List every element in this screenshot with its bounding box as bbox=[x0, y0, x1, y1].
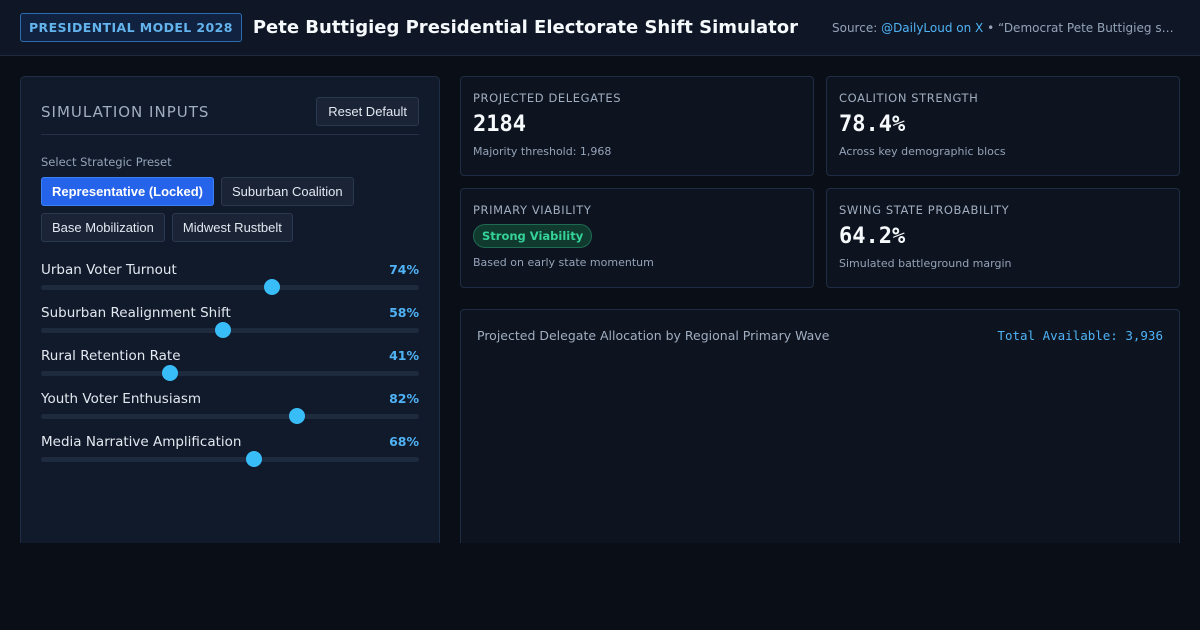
slider-value: 58% bbox=[389, 305, 419, 320]
source-quote: • “Democrat Pete Buttigieg says America … bbox=[987, 20, 1180, 35]
slider-track[interactable] bbox=[41, 279, 419, 295]
chart-total-available: Total Available: 3,936 bbox=[997, 328, 1163, 343]
stat-label: SWING STATE PROBABILITY bbox=[839, 203, 1010, 217]
slider-thumb[interactable] bbox=[214, 322, 231, 338]
stat-label: PRIMARY VIABILITY bbox=[473, 203, 592, 217]
slider-track[interactable] bbox=[41, 365, 419, 381]
slider-thumb[interactable] bbox=[245, 451, 262, 467]
delegate-allocation-chart-panel: Projected Delegate Allocation by Regiona… bbox=[460, 309, 1180, 543]
stat-value: 64.2% bbox=[839, 224, 906, 249]
stat-label: PROJECTED DELEGATES bbox=[473, 91, 622, 105]
slider-media-amplification: Media Narrative Amplification 68% bbox=[41, 434, 419, 467]
source-prefix: Source: bbox=[831, 20, 882, 35]
slider-track[interactable] bbox=[41, 408, 419, 424]
slider-value: 68% bbox=[389, 434, 419, 449]
stat-card-projected-delegates: PROJECTED DELEGATES 2184 Majority thresh… bbox=[460, 76, 814, 176]
stat-subtext: Across key demographic blocs bbox=[839, 145, 1006, 158]
slider-value: 41% bbox=[389, 348, 419, 363]
preset-suburban-coalition-button[interactable]: Suburban Coalition bbox=[221, 177, 354, 206]
stat-value: 78.4% bbox=[839, 112, 906, 137]
slider-thumb[interactable] bbox=[264, 279, 281, 295]
slider-label: Youth Voter Enthusiasm bbox=[41, 391, 202, 407]
slider-track[interactable] bbox=[41, 322, 419, 338]
slider-urban-turnout: Urban Voter Turnout 74% bbox=[41, 262, 419, 295]
reset-default-button[interactable]: Reset Default bbox=[316, 97, 419, 126]
source-attribution: Source: @DailyLoud on X • “Democrat Pete… bbox=[832, 21, 1180, 35]
stat-subtext: Based on early state momentum bbox=[473, 256, 654, 269]
slider-suburban-realignment: Suburban Realignment Shift 58% bbox=[41, 305, 419, 338]
chart-header: Projected Delegate Allocation by Regiona… bbox=[477, 328, 1163, 343]
preset-representative-button[interactable]: Representative (Locked) bbox=[41, 177, 214, 206]
slider-thumb[interactable] bbox=[289, 408, 306, 424]
source-link[interactable]: @DailyLoud on X bbox=[881, 20, 984, 35]
model-badge: PRESIDENTIAL MODEL 2028 bbox=[20, 13, 242, 42]
stat-subtext: Simulated battleground margin bbox=[839, 257, 1012, 270]
chart-canvas bbox=[477, 353, 1165, 533]
slider-value: 82% bbox=[389, 391, 419, 406]
preset-midwest-rustbelt-button[interactable]: Midwest Rustbelt bbox=[171, 213, 293, 242]
viability-status-badge: Strong Viability bbox=[473, 224, 593, 248]
stat-label: COALITION STRENGTH bbox=[839, 91, 979, 105]
slider-label: Urban Voter Turnout bbox=[41, 262, 177, 278]
slider-label: Suburban Realignment Shift bbox=[41, 305, 231, 321]
slider-rural-retention: Rural Retention Rate 41% bbox=[41, 348, 419, 381]
inputs-panel-title: SIMULATION INPUTS bbox=[41, 102, 210, 121]
app-header: PRESIDENTIAL MODEL 2028 Pete Buttigieg P… bbox=[0, 0, 1200, 56]
chart-title: Projected Delegate Allocation by Regiona… bbox=[477, 328, 830, 343]
slider-list: Urban Voter Turnout 74% Suburban Realign… bbox=[41, 262, 419, 467]
stat-card-swing-probability: SWING STATE PROBABILITY 64.2% Simulated … bbox=[826, 188, 1180, 288]
slider-youth-enthusiasm: Youth Voter Enthusiasm 82% bbox=[41, 391, 419, 424]
preset-base-mobilization-button[interactable]: Base Mobilization bbox=[41, 213, 165, 242]
simulation-inputs-panel: SIMULATION INPUTS Reset Default Select S… bbox=[20, 76, 440, 543]
stat-subtext: Majority threshold: 1,968 bbox=[473, 145, 612, 158]
slider-value: 74% bbox=[389, 262, 419, 277]
preset-label: Select Strategic Preset bbox=[41, 155, 172, 169]
slider-label: Rural Retention Rate bbox=[41, 348, 181, 364]
inputs-panel-header: SIMULATION INPUTS Reset Default bbox=[41, 97, 419, 135]
preset-group: Representative (Locked) Suburban Coaliti… bbox=[41, 177, 421, 242]
stat-card-coalition-strength: COALITION STRENGTH 78.4% Across key demo… bbox=[826, 76, 1180, 176]
slider-label: Media Narrative Amplification bbox=[41, 434, 242, 450]
stat-card-primary-viability: PRIMARY VIABILITY Strong Viability Based… bbox=[460, 188, 814, 288]
slider-track[interactable] bbox=[41, 451, 419, 467]
stat-value: 2184 bbox=[473, 112, 526, 137]
app-title: Pete Buttigieg Presidential Electorate S… bbox=[252, 17, 798, 38]
slider-thumb[interactable] bbox=[161, 365, 178, 381]
